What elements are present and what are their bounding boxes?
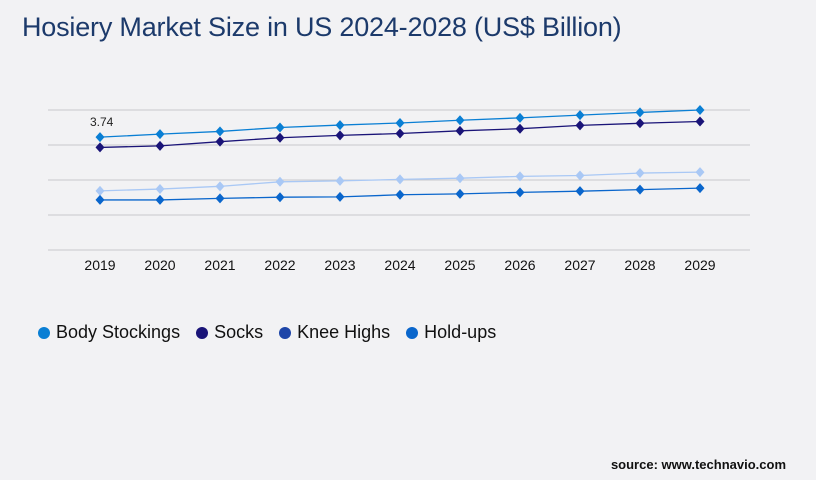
legend-marker-icon <box>406 326 419 339</box>
data-point <box>95 132 105 143</box>
x-tick-label: 2022 <box>264 257 295 273</box>
data-point <box>455 115 465 126</box>
data-point <box>515 187 525 198</box>
data-point <box>95 194 105 205</box>
x-tick-label: 2027 <box>564 257 595 273</box>
data-point <box>395 174 405 185</box>
data-point <box>335 120 345 131</box>
data-point <box>215 181 225 192</box>
data-point <box>215 126 225 137</box>
data-point <box>695 167 705 178</box>
data-point <box>635 118 645 129</box>
x-tick-label: 2026 <box>504 257 535 273</box>
x-tick-label: 2028 <box>624 257 655 273</box>
data-point <box>635 107 645 118</box>
legend-label: Body Stockings <box>56 322 181 342</box>
data-point <box>455 173 465 184</box>
data-point <box>635 168 645 179</box>
data-point <box>275 132 285 143</box>
legend-marker-icon <box>196 326 209 339</box>
data-point <box>155 129 165 140</box>
data-point <box>95 142 105 153</box>
data-point <box>155 194 165 205</box>
legend-item: Body Stockings <box>38 322 180 343</box>
data-label: 3.74 <box>90 115 114 129</box>
chart-title: Hosiery Market Size in US 2024-2028 (US$… <box>22 12 622 42</box>
data-point <box>395 189 405 200</box>
data-point <box>335 191 345 202</box>
x-tick-label: 2020 <box>144 257 175 273</box>
data-point <box>275 176 285 187</box>
legend-label: Hold-ups <box>424 322 497 342</box>
data-point <box>695 183 705 194</box>
legend-label: Knee Highs <box>297 322 391 342</box>
data-point <box>395 117 405 128</box>
legend-item: Knee Highs <box>279 322 390 343</box>
legend-marker-icon <box>279 326 292 339</box>
legend-item: Hold-ups <box>406 322 496 343</box>
data-point <box>455 125 465 136</box>
data-point <box>575 186 585 197</box>
data-point <box>155 140 165 151</box>
data-point <box>575 110 585 121</box>
data-point <box>155 184 165 195</box>
x-tick-label: 2029 <box>684 257 715 273</box>
data-point <box>515 171 525 182</box>
data-point <box>575 120 585 131</box>
data-point <box>515 112 525 123</box>
data-point <box>515 123 525 134</box>
x-tick-label: 2025 <box>444 257 475 273</box>
line-chart: 2019 2020 2021 2022 2023 2024 2025 2026 2027 2028… <box>48 105 750 273</box>
legend-item: Socks <box>196 322 263 343</box>
x-tick-label: 2023 <box>324 257 355 273</box>
data-point <box>275 122 285 133</box>
data-point <box>635 184 645 195</box>
data-point <box>215 136 225 147</box>
data-point <box>395 128 405 139</box>
x-tick-label: 2021 <box>204 257 235 273</box>
legend-marker-icon <box>38 326 50 339</box>
source-label: source: www.technavio.com <box>610 457 786 472</box>
data-point <box>695 116 705 127</box>
data-point <box>215 193 225 204</box>
data-point <box>695 105 705 115</box>
data-point <box>575 170 585 181</box>
x-tick-label: 2024 <box>384 257 415 273</box>
data-point <box>335 130 345 141</box>
legend: Body Stockings Socks Knee Highs Hold-ups <box>38 322 496 343</box>
data-point <box>455 188 465 199</box>
legend-label: Socks <box>214 322 264 342</box>
data-point <box>95 185 105 196</box>
data-point <box>335 175 345 186</box>
data-point <box>275 192 285 203</box>
x-tick-label: 2019 <box>84 257 115 273</box>
